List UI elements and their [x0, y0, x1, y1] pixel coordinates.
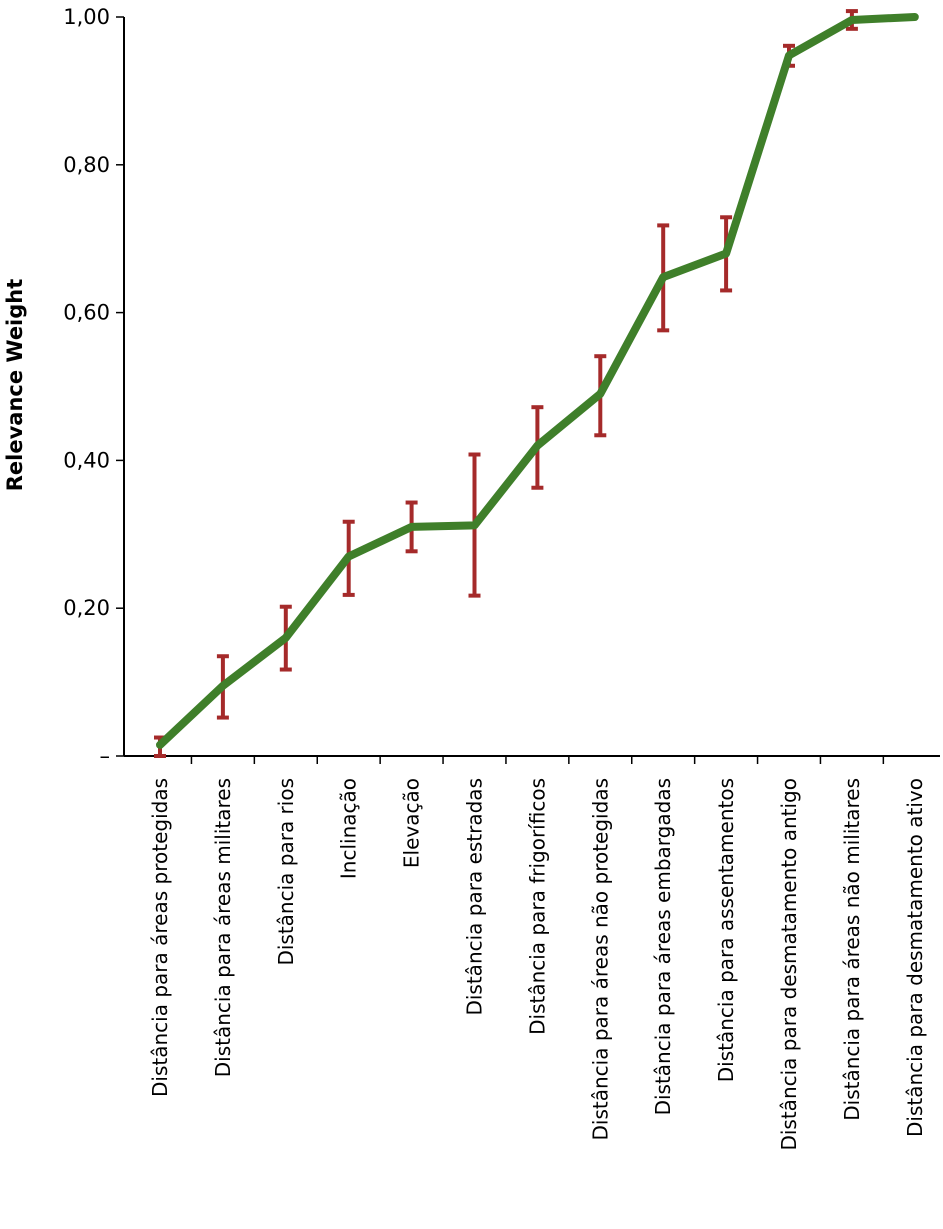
x-category-label: Distância para desmatamento antigo [777, 778, 801, 1151]
error-bars [154, 9, 858, 758]
x-category-label: Distância para assentamentos [714, 778, 738, 1082]
y-tick-label: 0,80 [63, 153, 110, 177]
x-axis [124, 755, 940, 764]
x-category-label: Elevação [400, 778, 424, 868]
y-tick-label: 0,40 [63, 448, 110, 472]
x-category-label: Distância para áreas embargadas [651, 778, 675, 1115]
series-line-group [156, 13, 919, 749]
x-category-label: Distância para áreas não militares [840, 778, 864, 1121]
x-category-label: Distância para desmatamento ativo [903, 778, 927, 1137]
x-category-label: Inclinação [337, 778, 361, 879]
x-category-label: Distância para rios [274, 778, 298, 966]
y-tick-label: 1,00 [63, 5, 110, 29]
series-line [156, 13, 919, 749]
x-category-label: Distância para áreas protegidas [148, 778, 172, 1097]
x-category-label: Distância para áreas militares [211, 778, 235, 1077]
y-axis-label: Relevance Weight [3, 279, 27, 492]
y-tick-label: 0,20 [63, 596, 110, 620]
x-category-label: Distância para frigoríficos [525, 778, 549, 1035]
y-tick-label: 0,60 [63, 301, 110, 325]
y-tick-label: – [100, 744, 111, 768]
x-category-label: Distância para estradas [463, 778, 487, 1016]
category-labels: Distância para áreas protegidas Distância… [148, 778, 927, 1151]
y-axis: – 0,20 0,40 0,60 0,80 1,00 [63, 5, 125, 768]
x-category-label: Distância para áreas não protegidas [588, 778, 612, 1141]
